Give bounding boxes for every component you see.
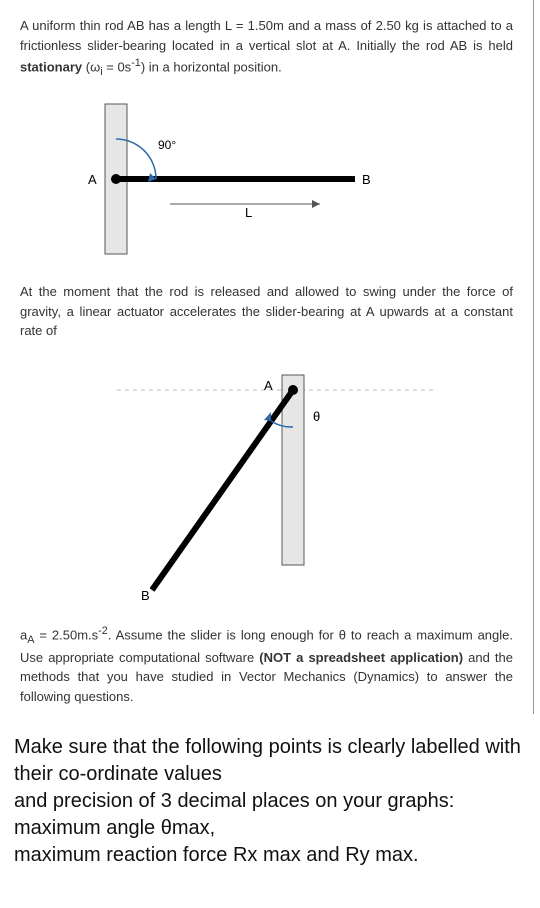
instruction-block: Make sure that the following points is c…	[0, 714, 540, 879]
paragraph-1: A uniform thin rod AB has a length L = 1…	[20, 16, 513, 80]
dim-arrowhead	[312, 200, 320, 208]
p3-b: = 2.50m.s	[34, 627, 98, 642]
label-b-2: B	[141, 588, 150, 603]
p1-text-e: = 0s	[103, 59, 132, 74]
figure-2: A B θ	[20, 355, 513, 605]
instr-line-1: Make sure that the following points is c…	[14, 734, 526, 788]
rod-ab-2	[152, 390, 293, 590]
p1-text-c: (ω	[82, 59, 100, 74]
p1-text-a: A uniform thin rod AB has a length L = 1…	[20, 18, 513, 53]
label-a: A	[88, 172, 97, 187]
paragraph-2: At the moment that the rod is released a…	[20, 282, 513, 341]
p1-text-g: ) in a horizontal position.	[141, 59, 282, 74]
label-b: B	[362, 172, 371, 187]
p3-c: -2	[98, 625, 108, 637]
theta-arrowhead	[264, 412, 271, 421]
paragraph-3: aA = 2.50m.s-2. Assume the slider is lon…	[20, 623, 513, 707]
figure-1: A B 90° L	[20, 94, 513, 264]
problem-statement: A uniform thin rod AB has a length L = 1…	[0, 0, 534, 714]
instr-line-2: and precision of 3 decimal places on you…	[14, 788, 526, 842]
p3-e: Use appropriate computational software	[20, 650, 259, 665]
figure-2-svg: A B θ	[57, 355, 477, 605]
label-l: L	[245, 205, 252, 220]
instr-line-3: maximum reaction force Rx max and Ry max…	[14, 842, 526, 869]
p3-f: (NOT a spreadsheet application)	[259, 650, 463, 665]
label-a-2: A	[264, 378, 273, 393]
label-theta: θ	[313, 409, 320, 424]
pin-a	[111, 174, 121, 184]
p1-sup-1: -1	[131, 57, 141, 69]
figure-1-svg: A B 90° L	[20, 94, 400, 264]
p1-stationary: stationary	[20, 59, 82, 74]
p3-d: . Assume the slider is long enough for θ…	[108, 627, 513, 642]
label-90: 90°	[158, 138, 176, 152]
